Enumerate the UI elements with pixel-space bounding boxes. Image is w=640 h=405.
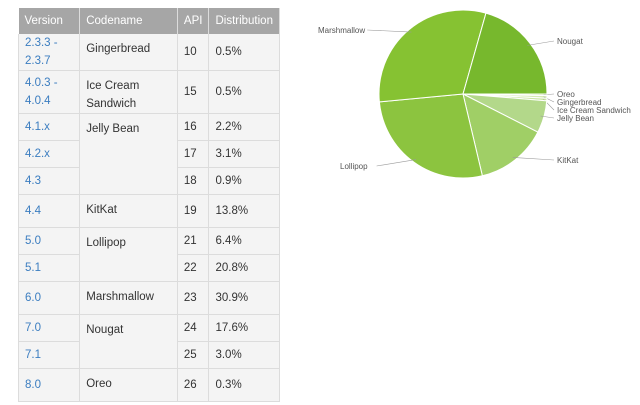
- api-cell: 15: [177, 70, 210, 114]
- pie-slice-nougat: [462, 12, 548, 95]
- api-cell: 23: [177, 281, 210, 315]
- version-link[interactable]: 7.0: [17, 314, 81, 342]
- pie-label-nougat: Nougat: [557, 37, 584, 46]
- version-link[interactable]: 4.3: [17, 167, 81, 195]
- table-row: 4.1.x Jelly Bean 16 2.2%: [17, 113, 280, 195]
- version-link[interactable]: 4.0.3 - 4.0.4: [17, 70, 81, 114]
- leader-line-nougat: [527, 40, 555, 46]
- table-row: 5.1 22 20.8%: [17, 254, 280, 282]
- version-link[interactable]: 7.1: [17, 341, 81, 369]
- table-row: 6.0 Marshmallow 23 30.9%: [17, 281, 280, 315]
- api-cell: 21: [177, 227, 210, 255]
- pie-label-gingerbread: Gingerbread: [557, 98, 601, 107]
- table-header-row: Version Codename API Distribution: [18, 8, 280, 34]
- table-row: 4.0.3 - 4.0.4 Ice Cream Sandwich 15 0.5%: [17, 70, 280, 114]
- api-cell: 26: [177, 368, 210, 402]
- distribution-cell: 0.3%: [208, 368, 280, 402]
- codename-cell: Ice Cream Sandwich: [79, 70, 178, 114]
- distribution-table: Version Codename API Distribution 2.3.3 …: [17, 8, 280, 402]
- version-link[interactable]: 2.3.3 - 2.3.7: [17, 34, 81, 71]
- table-row: 4.2.x 17 3.1%: [17, 140, 280, 168]
- pie-label-ice-cream-sandwich: Ice Cream Sandwich: [557, 106, 631, 115]
- table-row: 4.3 18 0.9%: [17, 167, 280, 195]
- header-distribution: Distribution: [208, 8, 280, 34]
- pie-label-jelly-bean: Jelly Bean: [557, 114, 594, 123]
- version-link[interactable]: 4.2.x: [17, 140, 81, 168]
- table-row: 7.0 Nougat 24 17.6%: [17, 314, 280, 369]
- codename-cell: Lollipop: [79, 227, 178, 282]
- table-row: 5.0 Lollipop 21 6.4%: [17, 227, 280, 282]
- version-link[interactable]: 8.0: [17, 368, 81, 402]
- table-row: 4.4 KitKat 19 13.8%: [17, 194, 280, 228]
- codename-cell: Gingerbread: [79, 34, 178, 71]
- distribution-cell: 6.4%: [208, 227, 280, 255]
- codename-cell: KitKat: [79, 194, 178, 228]
- header-version: Version: [18, 8, 81, 34]
- version-link[interactable]: 4.1.x: [17, 113, 81, 141]
- leader-line-kitkat: [512, 157, 555, 161]
- leader-line-oreo: [543, 93, 555, 96]
- distribution-cell: 13.8%: [208, 194, 280, 228]
- codename-cell: Marshmallow: [79, 281, 178, 315]
- version-link[interactable]: 4.4: [17, 194, 81, 228]
- version-link[interactable]: 5.0: [17, 227, 81, 255]
- distribution-cell: 30.9%: [208, 281, 280, 315]
- distribution-cell: 17.6%: [208, 314, 280, 342]
- pie-label-marshmallow: Marshmallow: [318, 26, 365, 35]
- table-row: 2.3.3 - 2.3.7 Gingerbread 10 0.5%: [17, 34, 280, 71]
- version-link[interactable]: 6.0: [17, 281, 81, 315]
- pie-label-kitkat: KitKat: [557, 156, 579, 165]
- leader-line-jelly-bean: [540, 115, 555, 119]
- api-cell: 10: [177, 34, 210, 71]
- leader-line-lollipop: [376, 159, 417, 167]
- api-cell: 16: [177, 113, 210, 141]
- distribution-cell: 3.0%: [208, 341, 280, 369]
- distribution-cell: 20.8%: [208, 254, 280, 282]
- pie-slice-kitkat: [462, 93, 539, 177]
- api-cell: 19: [177, 194, 210, 228]
- pie-slice-marshmallow: [378, 9, 487, 103]
- api-cell: 18: [177, 167, 210, 195]
- api-cell: 22: [177, 254, 210, 282]
- codename-cell: Oreo: [79, 368, 178, 402]
- pie-label-oreo: Oreo: [557, 90, 575, 99]
- distribution-cell: 2.2%: [208, 113, 280, 141]
- version-link[interactable]: 5.1: [17, 254, 81, 282]
- table-row: 8.0 Oreo 26 0.3%: [17, 368, 280, 402]
- distribution-cell: 0.9%: [208, 167, 280, 195]
- pie-slice-lollipop: [378, 93, 483, 179]
- api-cell: 17: [177, 140, 210, 168]
- table-row: 7.1 25 3.0%: [17, 341, 280, 369]
- distribution-cell: 0.5%: [208, 34, 280, 71]
- api-cell: 24: [177, 314, 210, 342]
- distribution-cell: 3.1%: [208, 140, 280, 168]
- codename-cell: Jelly Bean: [79, 113, 178, 195]
- codename-cell: Nougat: [79, 314, 178, 369]
- api-cell: 25: [177, 341, 210, 369]
- leader-line-marshmallow: [367, 29, 412, 33]
- header-codename: Codename: [79, 8, 178, 34]
- pie-label-lollipop: Lollipop: [340, 162, 368, 171]
- header-api: API: [177, 8, 210, 34]
- distribution-cell: 0.5%: [208, 70, 280, 114]
